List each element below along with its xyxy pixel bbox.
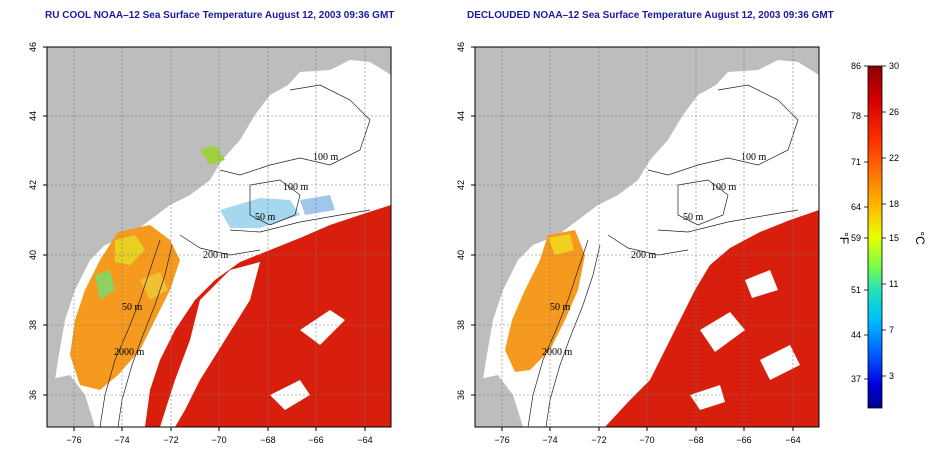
left-x-tick-label: −74 <box>114 435 129 445</box>
fahrenheit-tick: 37 <box>851 374 861 384</box>
left-x-tick-label: −68 <box>260 435 275 445</box>
left-x-tick-label: −76 <box>66 435 81 445</box>
celsius-tick: 15 <box>889 233 899 243</box>
right-x-tick-label: −74 <box>542 435 557 445</box>
right-y-tick-label: 46 <box>456 42 466 52</box>
left-x-axis-ticks: −76 −74 −72 −70 −68 −66 −64 <box>66 435 372 445</box>
left-x-tick-label: −72 <box>163 435 178 445</box>
right-x-tick-label: −76 <box>494 435 509 445</box>
celsius-tick: 22 <box>889 153 899 163</box>
left-isobath-label: 50 m <box>122 302 143 313</box>
right-y-tick-label: 40 <box>456 250 466 260</box>
right-map-panel: 100 m 100 m 50 m 200 m 50 m 2000 m <box>456 42 820 445</box>
right-x-axis-ticks: −76 −74 −72 −70 −68 −66 −64 <box>494 435 800 445</box>
celsius-tick: 30 <box>889 61 899 71</box>
right-isobath-label: 50 m <box>550 302 571 313</box>
colorbar-strip <box>867 65 883 409</box>
right-gridlines <box>475 47 819 427</box>
celsius-scale: 30 26 22 18 15 11 7 3 <box>889 61 899 381</box>
celsius-tick: 11 <box>889 279 898 289</box>
fahrenheit-tick: 78 <box>851 111 861 121</box>
right-x-tick-label: −66 <box>736 435 751 445</box>
left-y-tick-label: 46 <box>28 42 38 52</box>
celsius-tick: 18 <box>889 199 899 209</box>
right-x-tick-label: −68 <box>688 435 703 445</box>
fahrenheit-tick: 59 <box>851 233 861 243</box>
left-isobath-label: 200 m <box>203 250 229 261</box>
right-land-south <box>475 375 523 427</box>
right-x-tick-label: −64 <box>785 435 800 445</box>
fahrenheit-tick: 71 <box>851 157 861 167</box>
left-shelf-warm <box>70 225 180 390</box>
fahrenheit-tick: 51 <box>851 285 861 295</box>
right-isobath-label: 100 m <box>741 152 767 163</box>
right-y-axis-ticks: 36 38 40 42 44 46 <box>456 42 466 400</box>
left-x-tick-label: −66 <box>308 435 323 445</box>
right-isobath-label: 100 m <box>711 182 737 193</box>
fahrenheit-tick: 64 <box>851 202 861 212</box>
celsius-tick: 3 <box>889 371 894 381</box>
left-isobath-label: 50 m <box>255 212 276 223</box>
left-y-axis-ticks: 36 38 40 42 44 46 <box>28 42 38 400</box>
left-map-panel: 100 m 100 m 50 m 200 m 50 m 2000 m <box>28 42 392 445</box>
left-land-mass <box>47 47 391 427</box>
celsius-unit-label: °C <box>913 231 927 245</box>
left-panel-title: RU COOL NOAA–12 Sea Surface Temperature … <box>45 10 395 21</box>
right-x-tick-label: −72 <box>591 435 606 445</box>
left-isobath-label: 2000 m <box>114 347 145 358</box>
right-isobath-label: 200 m <box>631 250 657 261</box>
left-isobath-label: 100 m <box>283 182 309 193</box>
fahrenheit-unit-label: °F <box>837 232 851 244</box>
left-gridlines <box>47 47 391 427</box>
left-y-tick-label: 42 <box>28 180 38 190</box>
fahrenheit-tick: 44 <box>851 330 861 340</box>
right-isobath-label: 2000 m <box>542 347 573 358</box>
left-y-tick-label: 40 <box>28 250 38 260</box>
right-land-mass <box>475 47 819 427</box>
celsius-tick: 7 <box>889 325 894 335</box>
right-y-tick-label: 36 <box>456 390 466 400</box>
right-warm-water <box>605 210 819 427</box>
left-isobath-label: 100 m <box>313 152 339 163</box>
right-isobath-label: 50 m <box>683 212 704 223</box>
left-x-tick-label: −70 <box>211 435 226 445</box>
right-y-tick-label: 44 <box>456 111 466 121</box>
left-x-tick-label: −64 <box>357 435 372 445</box>
right-y-tick-label: 38 <box>456 320 466 330</box>
fahrenheit-scale: 86 78 71 64 59 51 44 37 <box>851 61 861 384</box>
celsius-tick: 26 <box>889 107 899 117</box>
left-y-tick-label: 44 <box>28 111 38 121</box>
left-y-tick-label: 38 <box>28 320 38 330</box>
right-panel-title: DECLOUDED NOAA–12 Sea Surface Temperatur… <box>467 10 834 21</box>
right-x-tick-label: −70 <box>639 435 654 445</box>
temperature-colorbar: 86 78 71 64 59 51 44 37 30 26 22 18 15 1… <box>837 61 927 409</box>
left-land-south <box>47 375 95 427</box>
right-shelf-warm <box>505 230 585 372</box>
fahrenheit-tick: 86 <box>851 61 861 71</box>
left-y-tick-label: 36 <box>28 390 38 400</box>
right-y-tick-label: 42 <box>456 180 466 190</box>
